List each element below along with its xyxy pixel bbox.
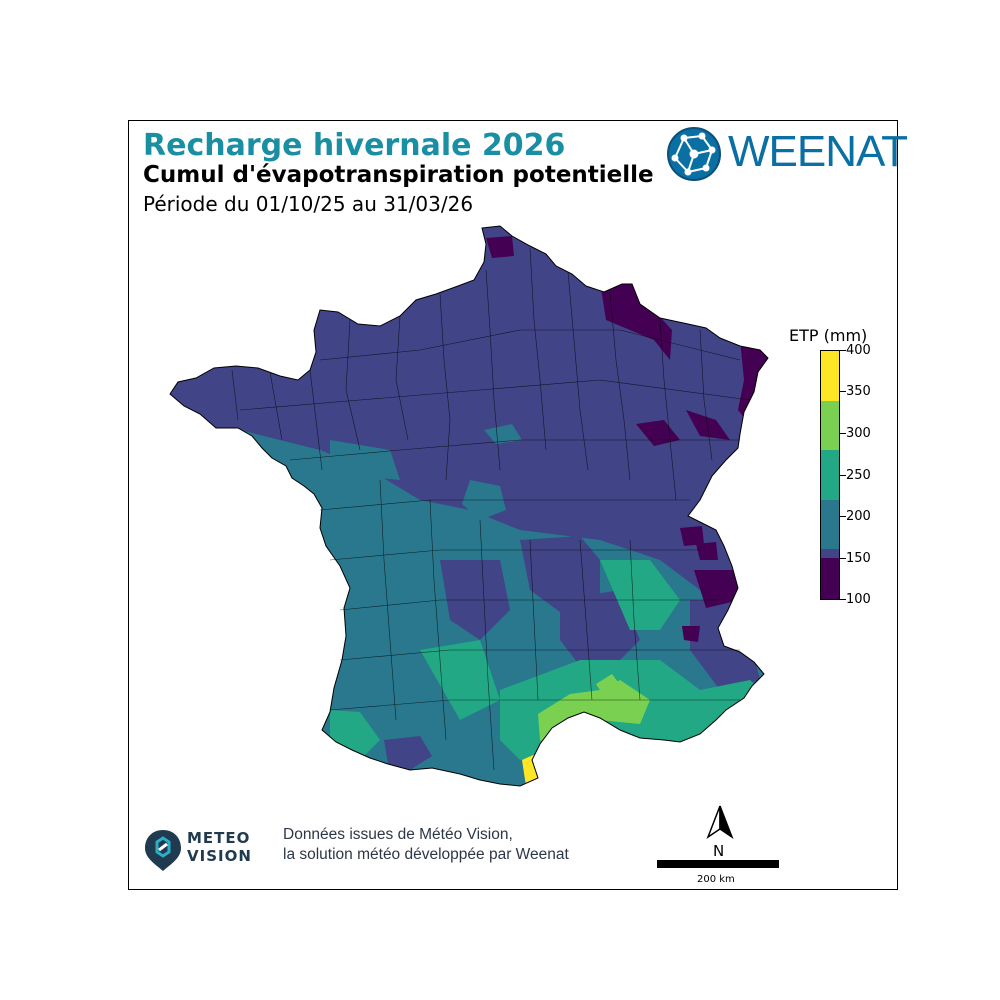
legend-tick — [840, 350, 846, 351]
partner-line1: METEO — [187, 829, 251, 847]
partner-line2: VISION — [187, 847, 252, 865]
north-arrow-icon — [706, 805, 734, 839]
map-title: Recharge hivernale 2026 — [143, 128, 566, 163]
map-subtitle: Cumul d'évapotranspiration potentielle — [143, 162, 654, 188]
north-label: N — [713, 842, 725, 860]
legend-tick-label: 200 — [846, 509, 871, 524]
map-period: Période du 01/10/25 au 31/03/26 — [143, 192, 474, 216]
credit-line1: Données issues de Météo Vision, — [283, 826, 513, 843]
legend-bin-100-150 — [820, 558, 840, 600]
credit-line2: la solution météo développée par Weenat — [283, 846, 569, 863]
legend-bin-200-250 — [821, 499, 839, 550]
etp-map-fill — [170, 226, 780, 858]
legend-tick — [840, 558, 846, 559]
legend-tick — [840, 475, 846, 476]
legend-tick-label: 250 — [846, 468, 871, 483]
legend-tick-label: 150 — [846, 551, 871, 566]
legend-tick-label: 300 — [846, 426, 871, 441]
legend-tick-label: 100 — [846, 592, 871, 607]
etp-map — [169, 225, 780, 858]
legend-tick — [840, 516, 846, 517]
legend-tick — [840, 433, 846, 434]
weenat-logo-icon — [667, 127, 721, 181]
legend-bin-300-350 — [821, 400, 839, 451]
legend-bin-350-400 — [821, 351, 839, 401]
legend-tick-label: 400 — [846, 343, 871, 358]
scale-bar — [657, 860, 779, 868]
legend-tick — [840, 599, 846, 600]
legend-tick — [840, 391, 846, 392]
brand-wordmark: WEENAT — [728, 127, 908, 176]
legend-tick-label: 350 — [846, 384, 871, 399]
meteo-vision-pin-icon — [145, 830, 181, 871]
department-borders — [231, 247, 751, 771]
legend-title: ETP (mm) — [789, 326, 868, 345]
scale-label: 200 km — [697, 874, 735, 885]
legend-bin-250-300 — [821, 450, 839, 500]
